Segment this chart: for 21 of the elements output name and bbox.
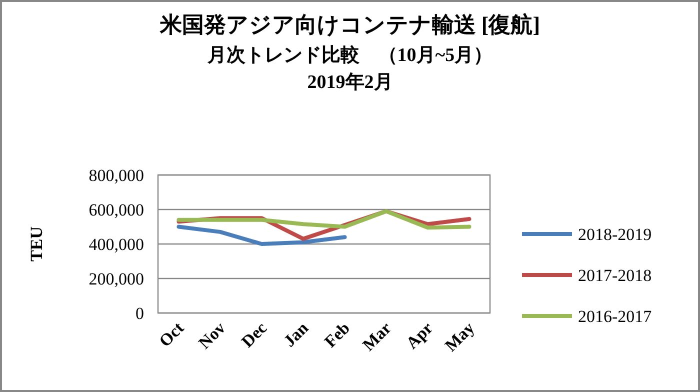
- x-tick-label: Jan: [280, 318, 312, 351]
- y-tick-label: 400,000: [88, 235, 144, 254]
- x-tick-label: Dec: [238, 318, 271, 352]
- line-series: [176, 209, 472, 230]
- x-tick-label: May: [441, 318, 478, 356]
- x-tick-label: Mar: [358, 318, 396, 355]
- y-tick-label: 200,000: [88, 270, 144, 288]
- chart-title: 米国発アジア向けコンテナ輸送 [復航]: [158, 12, 540, 37]
- legend-label: 2017-2018: [578, 266, 652, 285]
- chart-subtitle: 月次トレンド比較 （10月~5月） 2019年2月: [206, 44, 493, 93]
- y-axis-title: TEU: [27, 226, 46, 262]
- line-series: [176, 224, 347, 246]
- x-tick-label: Feb: [320, 318, 354, 352]
- x-tick-label: Nov: [194, 318, 230, 353]
- legend-label: 2018-2019: [578, 225, 652, 244]
- x-tick-label: Oct: [155, 318, 188, 351]
- y-tick-label: 800,000: [88, 166, 144, 185]
- y-tick-label: 600,000: [88, 200, 144, 220]
- legend-label: 2016-2017: [578, 307, 652, 326]
- x-tick-label: Apr: [402, 318, 437, 353]
- y-tick-label: 0: [136, 304, 144, 323]
